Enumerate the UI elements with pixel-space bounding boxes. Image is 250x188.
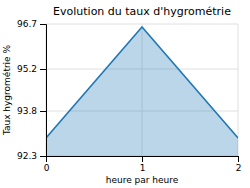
tick: 93.8 bbox=[17, 106, 46, 116]
grid bbox=[46, 24, 238, 156]
x-axis-line bbox=[47, 157, 239, 163]
tick-mark bbox=[40, 156, 46, 157]
tick-label: 92.3 bbox=[17, 151, 37, 161]
tick: 96.7 bbox=[17, 19, 46, 29]
tick: 2 bbox=[236, 156, 242, 173]
tick-label: 96.7 bbox=[17, 19, 37, 29]
y-axis: 92.3 93.8 95.2 96.7 bbox=[17, 19, 47, 161]
tick-label: 2 bbox=[236, 163, 242, 173]
tick-label: 93.8 bbox=[17, 106, 37, 116]
tick-mark bbox=[40, 111, 46, 112]
marks bbox=[46, 27, 238, 156]
chart-svg: 0 1 2 92.3 93.8 95.2 96.7 Evolution du taux d'h… bbox=[0, 0, 250, 188]
tick: 92.3 bbox=[17, 151, 46, 161]
tick-label: 0 bbox=[44, 163, 50, 173]
x-axis-title: heure par heure bbox=[106, 175, 179, 185]
tick-mark bbox=[40, 69, 46, 70]
tick-mark bbox=[142, 156, 143, 162]
y-axis-title: Taux hygrométrie % bbox=[2, 44, 12, 136]
y-axis-line bbox=[40, 25, 47, 157]
grid-line bbox=[238, 24, 239, 156]
tick: 1 bbox=[140, 156, 146, 173]
x-axis: 0 1 2 bbox=[44, 156, 242, 173]
tick: 95.2 bbox=[17, 64, 46, 74]
tick-label: 1 bbox=[140, 163, 146, 173]
line bbox=[46, 27, 238, 138]
chart-container: 0 1 2 92.3 93.8 95.2 96.7 Evolution du taux d'h… bbox=[0, 0, 250, 188]
tick-mark bbox=[40, 24, 46, 25]
title: Evolution du taux d'hygrométrie bbox=[53, 5, 231, 18]
tick: 0 bbox=[44, 156, 50, 173]
tick-mark bbox=[238, 156, 239, 162]
tick-label: 95.2 bbox=[17, 64, 37, 74]
area bbox=[46, 27, 238, 156]
plot-area: 0 1 2 92.3 93.8 95.2 96.7 bbox=[17, 19, 241, 173]
